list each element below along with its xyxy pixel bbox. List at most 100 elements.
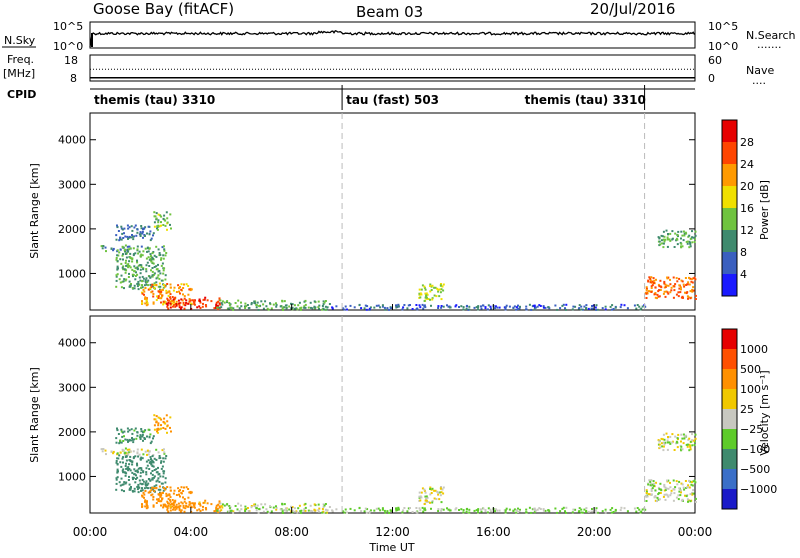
heatmap-cell [144,505,147,508]
heatmap-cell [156,225,159,228]
heatmap-cell [679,489,682,492]
heatmap-cell [162,503,165,506]
heatmap-cell [169,489,172,492]
heatmap-cell [131,229,134,232]
heatmap-cell [169,496,172,499]
heatmap-cell [218,303,221,306]
heatmap-cell [124,453,126,456]
heatmap-cell [204,304,207,306]
heatmap-cell [649,279,652,282]
heatmap-cell [129,257,132,260]
heatmap-cell [217,300,220,303]
heatmap-cell [418,507,421,510]
heatmap-cell [572,305,575,308]
heatmap-cell [139,436,142,439]
colorbar-swatch [722,349,737,369]
colorbar-swatch [722,329,737,349]
heatmap-cell [157,416,160,419]
heatmap-cell [161,449,164,452]
heatmap-cell [141,291,143,294]
heatmap-cell [156,430,158,433]
heatmap-cell [159,495,162,498]
heatmap-cell [694,433,697,436]
heatmap-cell [424,491,427,494]
heatmap-cell [164,427,167,430]
heatmap-cell [122,440,125,442]
heatmap-cell [127,276,130,278]
heatmap-cell [128,226,131,229]
velocity-panel-frame [89,315,696,514]
heatmap-cell [151,464,154,467]
heatmap-cell [528,506,531,509]
heatmap-cell [112,452,115,455]
heatmap-cell [148,461,151,464]
heatmap-cell [155,255,158,258]
heatmap-cell [152,262,155,265]
heatmap-cell [185,502,188,505]
heatmap-cell [125,462,127,465]
heatmap-cell [155,265,158,268]
y-tick-label: 3000 [58,381,86,394]
heatmap-cell [559,307,562,310]
heatmap-cell [172,492,175,495]
heatmap-cell [123,452,126,455]
heatmap-cell [694,298,697,300]
heatmap-cell [542,508,545,511]
heatmap-cell [150,260,153,263]
heatmap-cell [368,511,371,514]
heatmap-cell [665,493,668,496]
heatmap-cell [300,511,302,514]
heatmap-cell [675,293,678,296]
heatmap-cell [141,457,144,460]
heatmap-cell [423,507,426,510]
heatmap-cell [676,446,679,449]
heatmap-cell [604,508,607,511]
heatmap-cell [179,292,181,295]
heatmap-cell [175,506,178,508]
heatmap-cell [157,424,160,427]
heatmap-cell [116,429,119,431]
heatmap-cell [431,298,434,301]
heatmap-cell [179,504,182,507]
heatmap-cell [124,474,127,477]
heatmap-cell [431,500,434,503]
heatmap-cell [692,286,695,289]
heatmap-cell [101,247,104,250]
heatmap-cell [440,306,443,309]
heatmap-cell [655,481,657,484]
heatmap-cell [152,505,155,508]
heatmap-cell [419,509,422,512]
heatmap-cell [183,510,186,513]
heatmap-cell [669,481,671,484]
heatmap-cell [343,308,346,311]
heatmap-cell [140,264,143,267]
heatmap-cell [369,306,372,309]
heatmap-cell [192,503,195,506]
colorbar-swatch [722,142,737,164]
heatmap-cell [157,427,160,430]
heatmap-cell [188,501,191,503]
heatmap-cell [672,499,675,502]
heatmap-cell [525,508,528,511]
heatmap-cell [244,302,247,305]
heatmap-cell [438,295,441,298]
heatmap-cell [580,508,583,511]
heatmap-cell [123,278,126,281]
heatmap-cell [160,215,163,218]
heatmap-cell [682,433,685,436]
heatmap-cell [199,503,201,506]
heatmap-cell [403,304,406,306]
heatmap-cell [236,305,239,308]
heatmap-cell [153,266,156,268]
heatmap-cell [322,503,325,506]
heatmap-cell [674,486,677,489]
heatmap-cell [429,493,432,496]
heatmap-cell [353,306,356,309]
heatmap-cell [667,284,670,287]
heatmap-cell [131,471,134,474]
heatmap-cell [253,300,256,303]
heatmap-cell [123,249,126,252]
heatmap-cell [125,472,128,475]
colorbar-tick-label: 4 [740,268,747,281]
